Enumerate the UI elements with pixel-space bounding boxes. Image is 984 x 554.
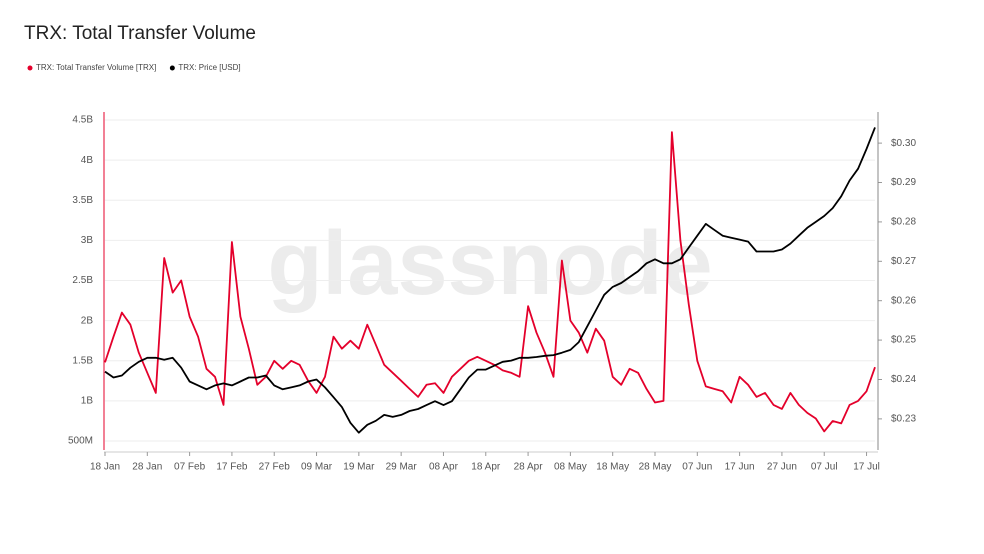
x-tick-label: 07 Jun bbox=[682, 462, 712, 473]
y2-tick-label: $0.27 bbox=[891, 256, 916, 267]
x-tick-label: 27 Jun bbox=[767, 462, 797, 473]
x-tick-label: 28 Apr bbox=[514, 462, 544, 473]
y2-tick-label: $0.25 bbox=[891, 335, 916, 346]
x-tick-label: 29 Mar bbox=[386, 462, 418, 473]
y-tick-label: 2B bbox=[81, 315, 94, 326]
y-tick-label: 4.5B bbox=[72, 115, 93, 126]
y2-tick-label: $0.24 bbox=[891, 374, 916, 385]
y-tick-label: 1.5B bbox=[72, 355, 93, 366]
x-tick-label: 18 Apr bbox=[471, 462, 501, 473]
y-tick-label: 3B bbox=[81, 235, 94, 246]
x-tick-label: 07 Jul bbox=[811, 462, 838, 473]
x-tick-label: 08 May bbox=[554, 462, 587, 473]
legend-marker bbox=[169, 65, 175, 71]
legend-label: TRX: Total Transfer Volume [TRX] bbox=[36, 63, 156, 72]
y-tick-label: 2.5B bbox=[72, 275, 93, 286]
series-line bbox=[104, 127, 876, 434]
y2-tick-label: $0.28 bbox=[891, 217, 916, 228]
y2-tick-label: $0.26 bbox=[891, 295, 916, 306]
x-tick-label: 17 Feb bbox=[216, 462, 248, 473]
watermark: glassnode bbox=[267, 214, 712, 314]
x-tick-label: 17 Jun bbox=[725, 462, 755, 473]
x-tick-label: 08 Apr bbox=[429, 462, 459, 473]
x-tick-label: 27 Feb bbox=[259, 462, 291, 473]
x-tick-label: 18 Jan bbox=[90, 462, 120, 473]
x-tick-label: 18 May bbox=[596, 462, 629, 473]
x-tick-label: 07 Feb bbox=[174, 462, 206, 473]
y2-tick-label: $0.23 bbox=[891, 414, 916, 425]
y-tick-label: 500M bbox=[68, 436, 93, 447]
y-tick-label: 1B bbox=[81, 396, 94, 407]
legend-marker bbox=[27, 65, 33, 71]
y2-tick-label: $0.30 bbox=[891, 138, 916, 149]
x-tick-label: 28 May bbox=[639, 462, 672, 473]
y2-tick-label: $0.29 bbox=[891, 177, 916, 188]
x-tick-label: 17 Jul bbox=[853, 462, 880, 473]
y-tick-label: 4B bbox=[81, 155, 94, 166]
x-tick-label: 09 Mar bbox=[301, 462, 333, 473]
series-line bbox=[104, 131, 876, 433]
x-tick-label: 28 Jan bbox=[132, 462, 162, 473]
y-tick-label: 3.5B bbox=[72, 195, 93, 206]
x-tick-label: 19 Mar bbox=[343, 462, 375, 473]
legend-label: TRX: Price [USD] bbox=[178, 63, 240, 72]
chart-title: TRX: Total Transfer Volume bbox=[24, 23, 256, 44]
